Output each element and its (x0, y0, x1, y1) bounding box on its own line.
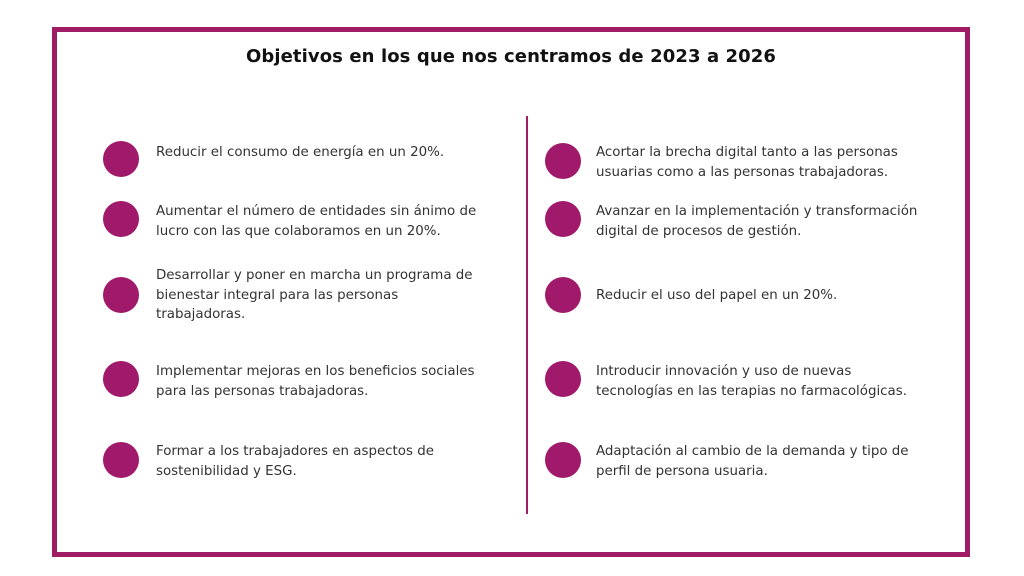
bullet-circle-icon (545, 201, 581, 237)
objective-line: lucro con las que colaboramos en un 20%. (156, 223, 441, 239)
objective-text: Acortar la brecha digital tanto a las pe… (596, 143, 898, 182)
objective-line: bienestar integral para las personas (156, 287, 399, 303)
objective-line: trabajadoras. (156, 307, 246, 322)
objective-line: tecnologías en las terapias no farmacoló… (596, 383, 907, 399)
objective-line: Reducir el uso del papel en un 20%. (596, 288, 838, 303)
objective-line: Implementar mejoras en los beneficios so… (156, 364, 475, 379)
objective-line: Avanzar en la implementación y transform… (596, 204, 918, 219)
page-title: Objetivos en los que nos centramos de 20… (245, 46, 777, 67)
bullet-circle-icon (103, 141, 139, 177)
objective-text: Implementar mejoras en los beneficios so… (156, 362, 475, 401)
objective-line: Adaptación al cambio de la demanda y tip… (596, 444, 909, 459)
objective-line: digital de procesos de gestión. (596, 223, 802, 239)
column-divider (526, 116, 528, 514)
bullet-circle-icon (103, 277, 139, 313)
objective-text: Aumentar el número de entidades sin ánim… (156, 202, 476, 241)
objective-line: Desarrollar y poner en marcha un program… (156, 268, 473, 283)
objective-text: Reducir el consumo de energía en un 20%. (156, 143, 444, 163)
objective-line: para las personas trabajadoras. (156, 383, 369, 399)
objective-line: Acortar la brecha digital tanto a las pe… (596, 145, 898, 160)
objective-line: usuarias como a las personas trabajadora… (596, 164, 889, 180)
objective-text: Reducir el uso del papel en un 20%. (596, 286, 837, 306)
objective-line: perfil de persona usuaria. (596, 463, 768, 479)
bullet-circle-icon (545, 442, 581, 478)
objective-text: Introducir innovación y uso de nuevas te… (596, 362, 907, 401)
objectives-frame: Objetivos en los que nos centramos de 20… (52, 27, 970, 557)
objective-line: Formar a los trabajadores en aspectos de (156, 444, 434, 459)
bullet-circle-icon (545, 143, 581, 179)
objective-line: Aumentar el número de entidades sin ánim… (156, 204, 477, 219)
bullet-circle-icon (545, 361, 581, 397)
bullet-circle-icon (103, 361, 139, 397)
objective-line: sostenibilidad y ESG. (156, 463, 297, 479)
objective-line: Introducir innovación y uso de nuevas (596, 364, 852, 379)
objective-text: Formar a los trabajadores en aspectos de… (156, 442, 434, 481)
bullet-circle-icon (545, 277, 581, 313)
bullet-circle-icon (103, 442, 139, 478)
objective-text: Desarrollar y poner en marcha un program… (156, 266, 473, 325)
objective-line: Reducir el consumo de energía en un 20%. (156, 145, 445, 160)
objective-text: Avanzar en la implementación y transform… (596, 202, 917, 241)
objective-text: Adaptación al cambio de la demanda y tip… (596, 442, 909, 481)
bullet-circle-icon (103, 201, 139, 237)
